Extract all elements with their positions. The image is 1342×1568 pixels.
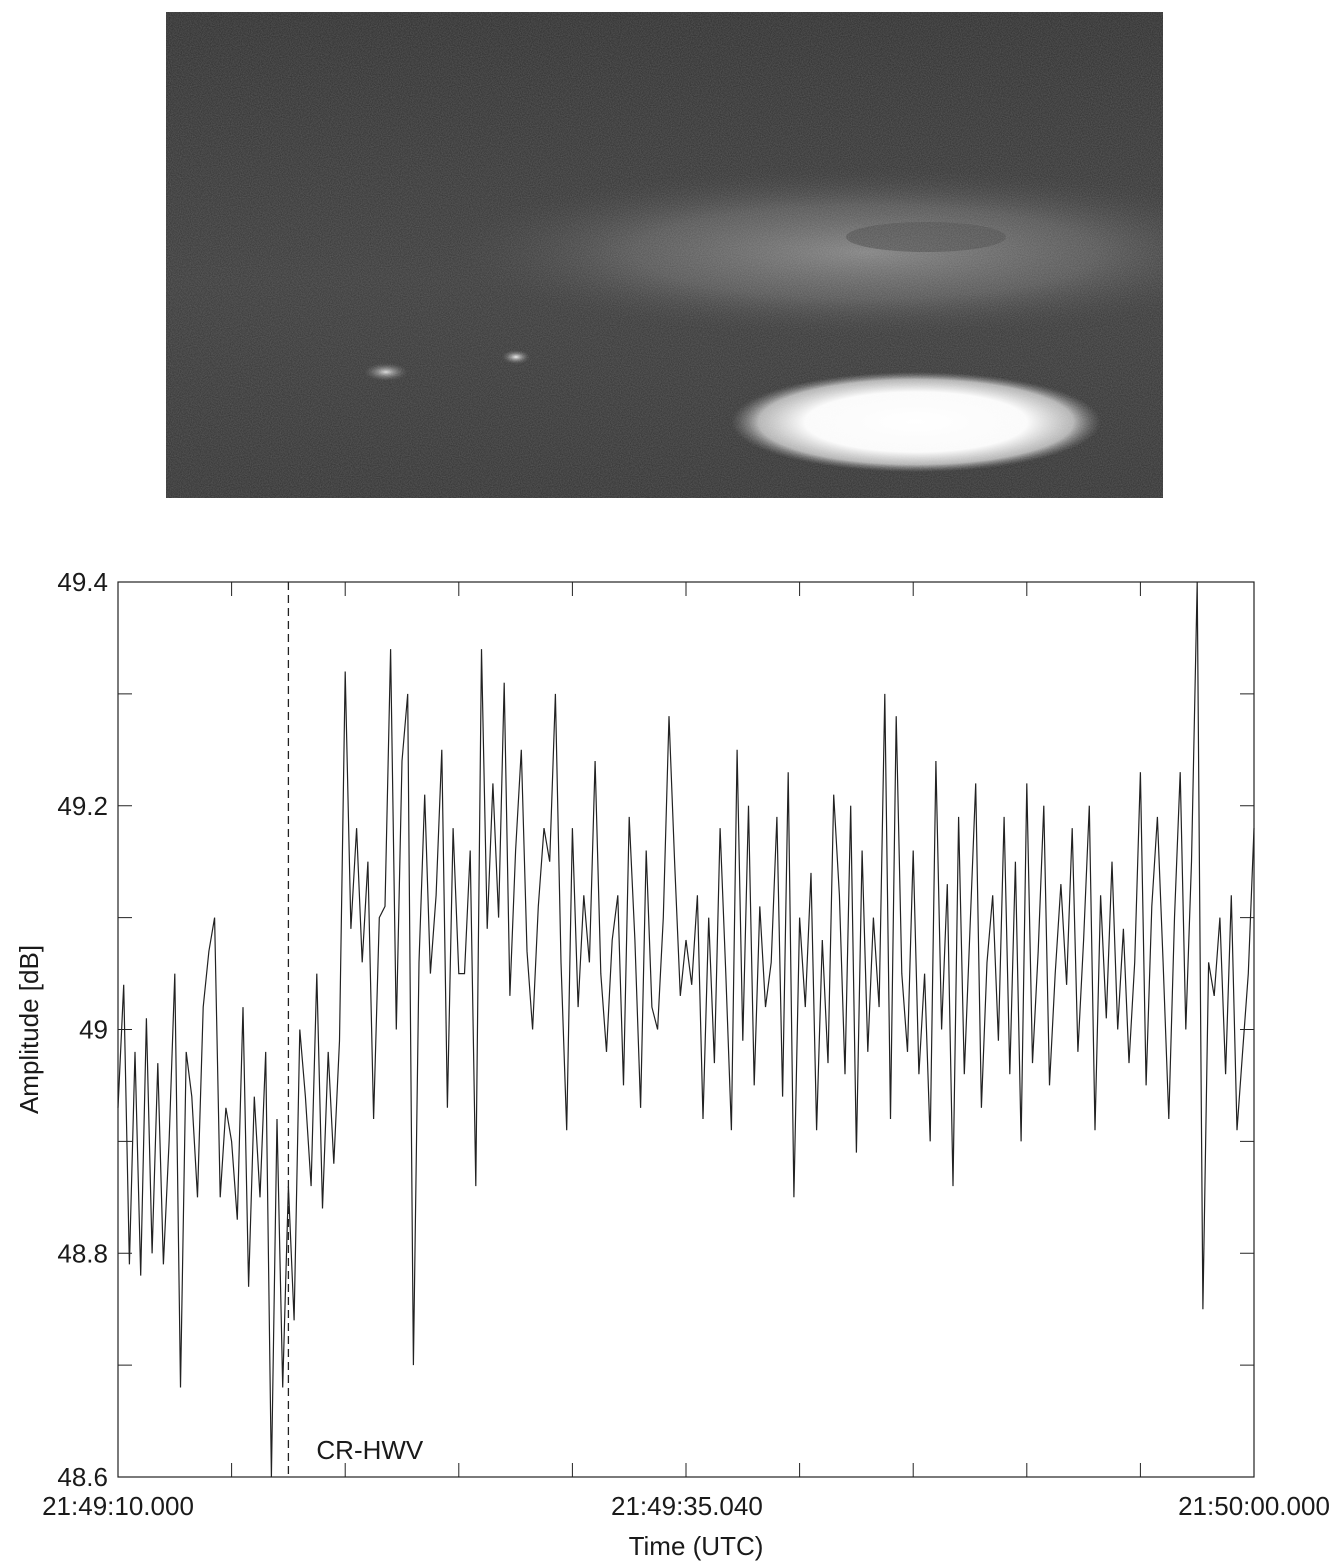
amplitude-series-line [117, 581, 1255, 1478]
y-tick-label: 49 [79, 1015, 108, 1045]
y-tick-label: 48.8 [57, 1238, 108, 1268]
amplitude-time-series-chart: 48.6 48.8 49 49.2 49.4 21:49:10.000 21:49:35.0… [14, 567, 1330, 1561]
y-tick-label: 49.2 [57, 791, 108, 821]
x-axis-label: Time (UTC) [629, 1531, 764, 1561]
y-axis-label: Amplitude [dB] [14, 945, 44, 1114]
event-marker-label: CR-HWV [316, 1435, 424, 1465]
x-tick-label: 21:50:00.000 [1178, 1491, 1330, 1521]
y-tick-label: 48.6 [57, 1462, 108, 1492]
camera-frame-image [166, 12, 1163, 498]
x-tick-label: 21:49:35.040 [611, 1491, 763, 1521]
x-tick-label: 21:49:10.000 [42, 1491, 194, 1521]
y-tick-label: 49.4 [57, 567, 108, 597]
